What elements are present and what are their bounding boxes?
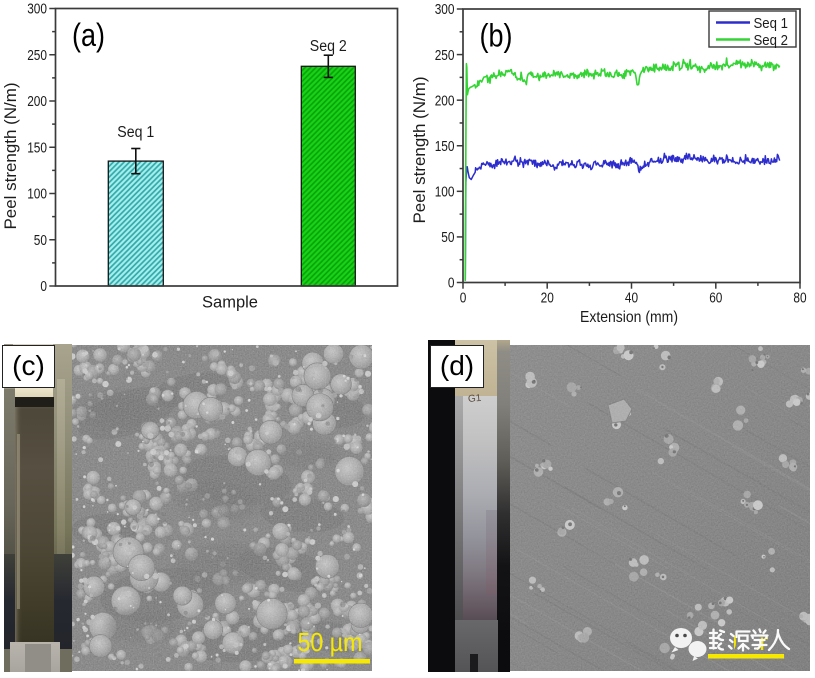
svg-text:100: 100 bbox=[27, 186, 47, 203]
svg-text:Sample: Sample bbox=[202, 294, 258, 312]
svg-text:300: 300 bbox=[27, 1, 47, 18]
svg-text:150: 150 bbox=[435, 138, 455, 155]
svg-text:0: 0 bbox=[40, 278, 47, 295]
svg-text:Peel strength (N/m): Peel strength (N/m) bbox=[411, 77, 429, 224]
svg-text:60: 60 bbox=[709, 290, 722, 307]
svg-text:0: 0 bbox=[448, 275, 455, 292]
svg-text:250: 250 bbox=[27, 47, 47, 64]
svg-text:200: 200 bbox=[27, 93, 47, 110]
svg-text:(b): (b) bbox=[480, 18, 513, 54]
svg-text:Extension (mm): Extension (mm) bbox=[580, 309, 678, 326]
svg-text:Seq 2: Seq 2 bbox=[310, 38, 347, 55]
svg-text:40: 40 bbox=[625, 290, 638, 307]
svg-text:50: 50 bbox=[441, 229, 454, 246]
svg-text:Seq 1: Seq 1 bbox=[117, 124, 154, 141]
svg-text:250: 250 bbox=[435, 47, 455, 64]
svg-text:50: 50 bbox=[34, 232, 47, 249]
svg-text:150: 150 bbox=[27, 139, 47, 156]
svg-text:0: 0 bbox=[460, 290, 467, 307]
svg-text:Seq 1: Seq 1 bbox=[754, 15, 789, 32]
svg-text:200: 200 bbox=[435, 92, 455, 109]
svg-text:(a): (a) bbox=[72, 17, 105, 53]
svg-text:300: 300 bbox=[435, 1, 455, 18]
svg-text:20: 20 bbox=[541, 290, 554, 307]
svg-text:100: 100 bbox=[435, 184, 455, 201]
svg-text:80: 80 bbox=[793, 290, 806, 307]
svg-text:50 µm: 50 µm bbox=[298, 627, 363, 657]
svg-text:Peel strength (N/m): Peel strength (N/m) bbox=[2, 83, 20, 230]
svg-text:Seq 2: Seq 2 bbox=[754, 32, 789, 49]
